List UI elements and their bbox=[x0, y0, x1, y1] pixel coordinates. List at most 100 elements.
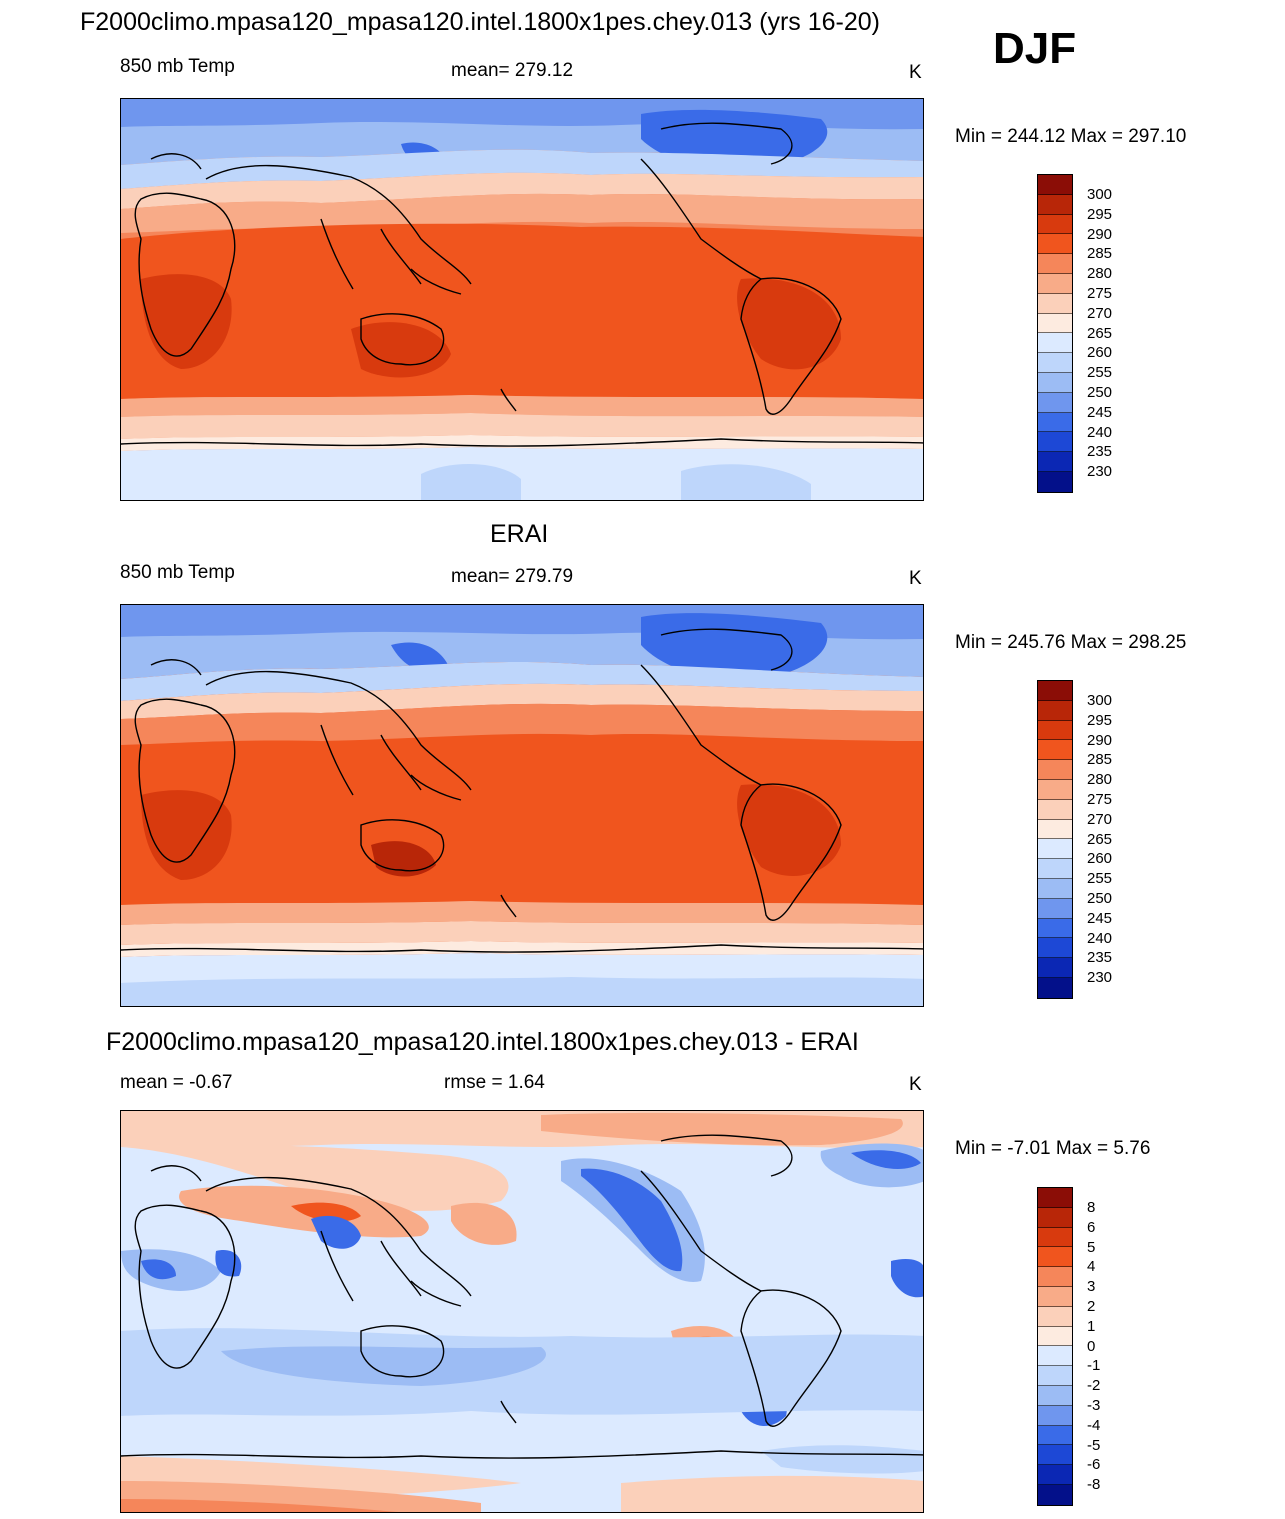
colorbar-tick-label: 5 bbox=[1087, 1238, 1096, 1256]
colorbar-swatch bbox=[1038, 898, 1072, 919]
colorbar-tick-label: -6 bbox=[1087, 1456, 1101, 1474]
colorbar-tick-label: 295 bbox=[1087, 205, 1113, 223]
colorbar bbox=[1037, 1187, 1073, 1506]
colorbar-tick-label: 0 bbox=[1087, 1337, 1096, 1355]
colorbar-swatch bbox=[1038, 234, 1072, 255]
panel-units: K bbox=[909, 62, 922, 83]
colorbar-tick-label: 240 bbox=[1087, 929, 1113, 947]
panel-mean-label: mean = -0.67 bbox=[120, 1072, 233, 1093]
colorbar-tick-label: 250 bbox=[1087, 384, 1113, 401]
colorbar-tick-label: 3 bbox=[1087, 1278, 1096, 1296]
colorbar-swatch bbox=[1038, 392, 1072, 413]
colorbar-tick-label: 2 bbox=[1087, 1298, 1096, 1315]
colorbar-swatch bbox=[1038, 681, 1072, 701]
colorbar-tick-label: -8 bbox=[1087, 1476, 1101, 1494]
colorbar-swatch bbox=[1038, 1326, 1072, 1347]
colorbar-swatch bbox=[1038, 1207, 1072, 1228]
colorbar bbox=[1037, 174, 1073, 493]
colorbar-swatch bbox=[1038, 1425, 1072, 1446]
colorbar-tick-label: 260 bbox=[1087, 344, 1113, 362]
colorbar-swatch bbox=[1038, 1484, 1072, 1505]
colorbar-tick-label: 8 bbox=[1087, 1199, 1096, 1216]
colorbar-swatch bbox=[1038, 878, 1072, 899]
colorbar-swatch bbox=[1038, 293, 1072, 314]
colorbar-tick-label: 240 bbox=[1087, 423, 1113, 441]
colorbar-tick-label: -1 bbox=[1087, 1357, 1101, 1375]
colorbar-tick-label: 290 bbox=[1087, 225, 1113, 243]
colorbar-tick-label: 4 bbox=[1087, 1258, 1096, 1276]
colorbar-swatch bbox=[1038, 333, 1072, 354]
colorbar-swatch bbox=[1038, 313, 1072, 334]
colorbar-tick-label: 250 bbox=[1087, 890, 1113, 907]
colorbar-swatch bbox=[1038, 819, 1072, 840]
panel-minmax: Min = -7.01 Max = 5.76 bbox=[955, 1138, 1151, 1159]
colorbar-swatch bbox=[1038, 254, 1072, 274]
panel-rmse-label: rmse = 1.64 bbox=[444, 1072, 545, 1093]
colorbar-tick-label: 235 bbox=[1087, 443, 1113, 461]
colorbar-swatch bbox=[1038, 214, 1072, 235]
panel-title: F2000climo.mpasa120_mpasa120.intel.1800x… bbox=[106, 1028, 859, 1056]
colorbar-swatch bbox=[1038, 1267, 1072, 1287]
colorbar-swatch bbox=[1038, 353, 1072, 373]
colorbar-tick-label: 255 bbox=[1087, 364, 1113, 382]
map-erai bbox=[120, 604, 924, 1007]
colorbar-swatch bbox=[1038, 1188, 1072, 1208]
colorbar-tick-label: 255 bbox=[1087, 870, 1113, 888]
panel-units: K bbox=[909, 1074, 922, 1095]
panel-mean-label: mean= 279.12 bbox=[451, 60, 574, 81]
colorbar-swatch bbox=[1038, 1306, 1072, 1327]
colorbar-tick-label: 265 bbox=[1087, 324, 1113, 342]
colorbar-swatch bbox=[1038, 1465, 1072, 1485]
colorbar-swatch bbox=[1038, 1286, 1072, 1307]
colorbar bbox=[1037, 680, 1073, 999]
colorbar-tick-label: 230 bbox=[1087, 969, 1113, 987]
colorbar-swatch bbox=[1038, 1247, 1072, 1268]
colorbar-tick-label: 235 bbox=[1087, 949, 1113, 967]
colorbar-swatch bbox=[1038, 471, 1072, 492]
colorbar-tick-label: -4 bbox=[1087, 1416, 1101, 1434]
colorbar-swatch bbox=[1038, 194, 1072, 215]
colorbar-tick-label: -2 bbox=[1087, 1377, 1101, 1395]
colorbar-tick-label: 285 bbox=[1087, 751, 1113, 769]
season-label: DJF bbox=[993, 24, 1077, 73]
panel-minmax: Min = 245.76 Max = 298.25 bbox=[955, 632, 1187, 653]
colorbar-swatch bbox=[1038, 779, 1072, 800]
map-model bbox=[120, 98, 924, 501]
colorbar-swatch bbox=[1038, 760, 1072, 780]
colorbar-tick-label: 290 bbox=[1087, 731, 1113, 749]
colorbar-swatch bbox=[1038, 958, 1072, 978]
colorbar-tick-label: -5 bbox=[1087, 1436, 1101, 1454]
panel-mean-label: mean= 279.79 bbox=[451, 566, 574, 587]
colorbar-swatch bbox=[1038, 372, 1072, 393]
colorbar-tick-label: 245 bbox=[1087, 403, 1113, 421]
colorbar-tick-label: 260 bbox=[1087, 850, 1113, 868]
colorbar-tick-label: 295 bbox=[1087, 711, 1113, 729]
colorbar-swatch bbox=[1038, 1385, 1072, 1406]
colorbar-tick-label: 280 bbox=[1087, 771, 1113, 789]
colorbar-swatch bbox=[1038, 700, 1072, 721]
colorbar-tick-label: 275 bbox=[1087, 285, 1113, 302]
colorbar-tick-label: 270 bbox=[1087, 810, 1113, 828]
colorbar-swatch bbox=[1038, 799, 1072, 820]
colorbar-tick-label: 300 bbox=[1087, 186, 1113, 203]
colorbar-swatch bbox=[1038, 859, 1072, 879]
colorbar-swatch bbox=[1038, 1346, 1072, 1367]
panel-left-label: 850 mb Temp bbox=[120, 56, 235, 77]
colorbar-tick-label: 6 bbox=[1087, 1218, 1096, 1236]
colorbar-swatch bbox=[1038, 839, 1072, 860]
colorbar-swatch bbox=[1038, 1366, 1072, 1386]
colorbar-swatch bbox=[1038, 938, 1072, 959]
colorbar-swatch bbox=[1038, 918, 1072, 939]
colorbar-swatch bbox=[1038, 452, 1072, 472]
main-title: F2000climo.mpasa120_mpasa120.intel.1800x… bbox=[80, 8, 881, 36]
colorbar-tick-label: 280 bbox=[1087, 265, 1113, 283]
colorbar-swatch bbox=[1038, 273, 1072, 294]
colorbar-swatch bbox=[1038, 432, 1072, 453]
colorbar-swatch bbox=[1038, 740, 1072, 761]
colorbar-tick-label: 245 bbox=[1087, 909, 1113, 927]
colorbar-swatch bbox=[1038, 412, 1072, 433]
colorbar-tick-label: 270 bbox=[1087, 304, 1113, 322]
colorbar-swatch bbox=[1038, 175, 1072, 195]
colorbar-tick-label: -3 bbox=[1087, 1397, 1101, 1414]
colorbar-tick-label: 1 bbox=[1087, 1317, 1096, 1335]
